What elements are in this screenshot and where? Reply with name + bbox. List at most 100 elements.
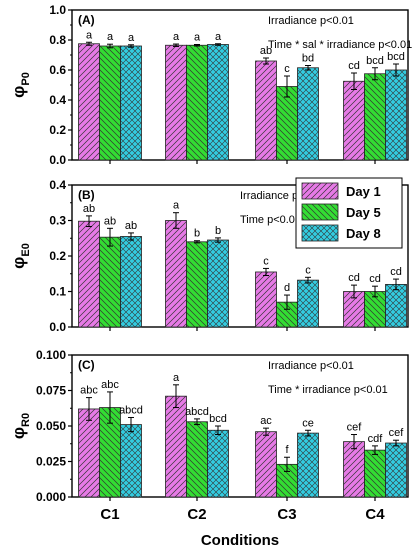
y-tick-label: 0.050 [36,419,66,433]
significance-letter: bcd [366,55,384,67]
significance-letter: f [285,444,289,456]
y-tick-label: 0.6 [49,63,66,77]
significance-letter: abc [101,379,119,391]
y-axis-label: φP0 [9,72,32,98]
significance-letter: bcd [387,51,405,63]
stat-annotation: Time p<0.01 [240,214,301,226]
legend-label: Day 1 [346,184,381,199]
significance-letter: ce [302,417,314,429]
bar-hatch [255,431,277,498]
significance-letter: c [305,264,311,276]
bar-hatch [385,283,407,328]
y-axis-label-main: φ [9,86,28,98]
y-axis-label-subscript: R0 [20,413,32,427]
bar-hatch [207,429,229,498]
stat-annotation: Irradiance p<0.01 [268,15,354,27]
significance-letter: a [128,32,135,44]
bar-hatch [120,45,142,161]
legend-swatch-hatch [301,182,339,200]
legend-swatch-hatch [301,224,339,242]
bar-hatch [364,73,386,161]
y-tick-label: 0.4 [49,178,66,192]
significance-letter: a [194,32,201,44]
significance-letter: cd [369,273,381,285]
y-tick-label: 0.2 [49,249,66,263]
significance-letter: ab [104,215,116,227]
significance-letter: d [284,282,290,294]
significance-letter: cdf [368,433,384,445]
bar-hatch [364,449,386,498]
significance-letter: cef [389,427,405,439]
significance-letter: cef [347,422,363,434]
legend-label: Day 8 [346,226,381,241]
bar-hatch [186,241,208,328]
y-axis-label-main: φ [9,427,28,439]
significance-letter: ab [260,45,272,57]
y-tick-label: 0.100 [36,348,66,362]
significance-letter: b [194,228,200,240]
bar-hatch [385,69,407,161]
y-axis-label: φR0 [9,413,32,439]
y-tick-label: 0.025 [36,455,66,469]
bar-hatch [120,424,142,498]
significance-letter: ab [125,220,137,232]
y-tick-label: 0.000 [36,490,66,504]
significance-letter: bcd [209,413,227,425]
significance-letter: a [173,31,180,43]
panel-label: (A) [78,13,95,27]
bar-hatch [276,86,298,161]
significance-letter: cd [348,272,360,284]
significance-letter: ac [260,415,272,427]
bar-hatch [120,236,142,328]
bar-hatch [165,395,187,498]
x-category-label: C1 [100,506,119,523]
bar-hatch [207,239,229,328]
bar-hatch [165,220,187,328]
bar-hatch [297,67,319,161]
stat-annotation: Time * sal * irradiance p<0.01 [268,39,412,51]
bar-hatch [255,271,277,328]
bar-hatch [343,80,365,161]
significance-letter: a [215,31,222,43]
bar-hatch [78,408,100,498]
significance-letter: bd [302,53,314,65]
y-tick-label: 0.8 [49,33,66,47]
bar-hatch [99,236,121,328]
significance-letter: a [173,200,180,212]
significance-letter: a [86,29,93,41]
significance-letter: b [215,225,221,237]
bar-hatch [78,220,100,328]
legend-label: Day 5 [346,205,381,220]
significance-letter: cd [390,266,402,278]
y-axis-label: φE0 [9,243,32,269]
x-category-label: C2 [187,506,206,523]
significance-letter: c [263,255,269,267]
bar-hatch [385,442,407,498]
y-axis-label-subscript: P0 [20,72,32,85]
y-axis-label-subscript: E0 [20,243,32,256]
stat-annotation: Time * irradiance p<0.01 [268,384,388,396]
y-tick-label: 0.075 [36,384,66,398]
y-tick-label: 0.4 [49,93,66,107]
significance-letter: cd [348,60,360,72]
bar-hatch [297,432,319,498]
panel-3: 0.000 0.025 0.050 0.075 0.100 φR0 (C) Irradianc… [9,348,409,504]
y-axis-label-main: φ [9,257,28,269]
bar-hatch [343,441,365,498]
significance-letter: abc [80,385,98,397]
significance-letter: abcd [119,404,143,416]
y-tick-label: 0.3 [49,214,66,228]
bar-hatch [99,45,121,161]
significance-letter: abcd [185,406,209,418]
bar-hatch [297,279,319,328]
y-tick-label: 0.0 [49,153,66,167]
bar-hatch [186,44,208,161]
bar-hatch [165,44,187,161]
bar-hatch [78,43,100,161]
panel-1: 0.0 0.2 0.4 0.6 0.8 1.0 φP0 (A) Irradiance p<0.0… [9,3,412,167]
significance-letter: a [173,372,180,384]
significance-letter: c [284,63,290,75]
